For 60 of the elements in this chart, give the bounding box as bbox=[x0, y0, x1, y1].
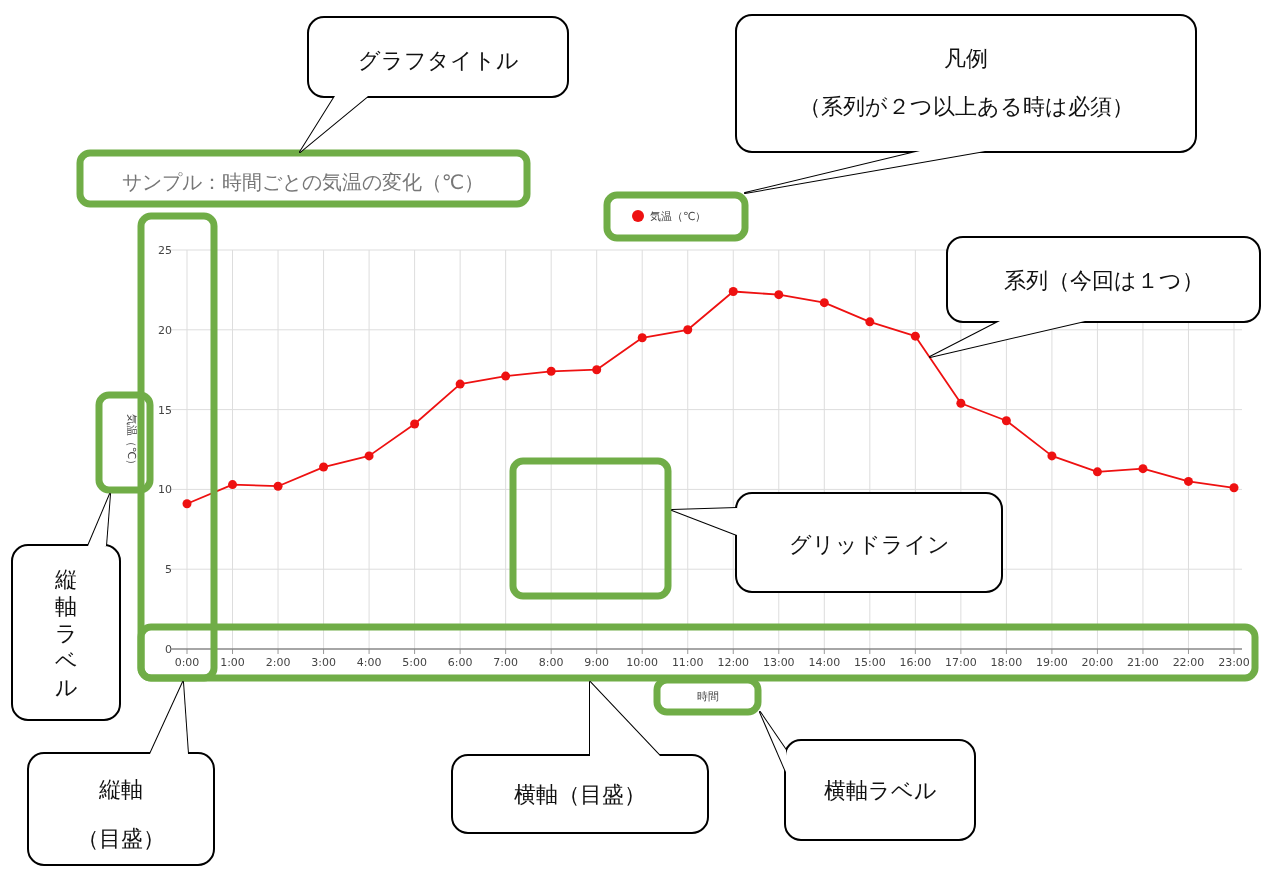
x-tick-label: 23:00 bbox=[1218, 656, 1250, 669]
y-tick-label: 0 bbox=[165, 643, 172, 656]
chart-title: サンプル：時間ごとの気温の変化（℃） bbox=[121, 170, 485, 194]
x-tick-label: 5:00 bbox=[402, 656, 427, 669]
point bbox=[1047, 451, 1057, 461]
x-tick-label: 22:00 bbox=[1172, 656, 1205, 669]
x-tick-label: 9:00 bbox=[584, 656, 610, 669]
x-axis-title: 時間 bbox=[697, 690, 719, 703]
point bbox=[182, 499, 192, 509]
x-tick-label: 3:00 bbox=[311, 656, 336, 669]
x-tick-label: 8:00 bbox=[538, 656, 564, 669]
point bbox=[546, 366, 556, 376]
x-tick-label: 12:00 bbox=[717, 656, 750, 669]
x-tick-label: 19:00 bbox=[1036, 656, 1068, 669]
y-tick-label: 10 bbox=[158, 483, 172, 497]
x-tick-label: 11:00 bbox=[671, 656, 704, 669]
point bbox=[455, 379, 465, 389]
point bbox=[364, 451, 374, 461]
x-tick-label: 15:00 bbox=[853, 656, 886, 669]
point bbox=[865, 317, 875, 327]
x-tick-label: 0:00 bbox=[174, 656, 200, 669]
x-tick-label: 7:00 bbox=[493, 656, 518, 669]
annotation: 系列（今回は１つ） bbox=[1003, 268, 1204, 293]
point bbox=[319, 462, 329, 472]
point bbox=[774, 290, 784, 300]
point bbox=[1001, 416, 1011, 426]
x-tick-label: 13:00 bbox=[762, 656, 795, 669]
x-tick-label: 2:00 bbox=[265, 656, 291, 669]
point bbox=[1138, 464, 1148, 474]
point bbox=[410, 419, 420, 429]
y-tick-label: 15 bbox=[158, 403, 172, 417]
annotation: グリッドライン bbox=[788, 532, 950, 557]
point bbox=[592, 365, 602, 375]
y-axis-title: 気温（℃） bbox=[125, 413, 138, 471]
x-tick-label: 21:00 bbox=[1127, 656, 1159, 669]
x-tick-label: 14:00 bbox=[808, 656, 841, 669]
y-tick-label: 25 bbox=[158, 244, 172, 257]
point bbox=[228, 480, 238, 490]
point bbox=[1229, 483, 1239, 493]
legend-label: 気温（℃） bbox=[650, 210, 707, 223]
x-tick-label: 6:00 bbox=[447, 656, 473, 669]
point bbox=[1092, 467, 1102, 477]
x-tick-label: 10:00 bbox=[626, 656, 659, 669]
x-tick-label: 17:00 bbox=[945, 656, 977, 669]
point bbox=[956, 398, 966, 408]
y-tick-label: 20 bbox=[158, 323, 172, 337]
point bbox=[1183, 476, 1193, 486]
point bbox=[683, 325, 693, 335]
x-tick-label: 4:00 bbox=[356, 656, 382, 669]
point bbox=[273, 481, 283, 491]
x-tick-label: 1:00 bbox=[220, 656, 245, 669]
x-tick-label: 18:00 bbox=[990, 656, 1023, 669]
x-tick-label: 16:00 bbox=[899, 656, 932, 669]
point bbox=[501, 371, 511, 381]
point bbox=[910, 331, 920, 341]
x-tick-label: 20:00 bbox=[1081, 656, 1114, 669]
point bbox=[728, 287, 738, 296]
y-tick-label: 5 bbox=[165, 563, 172, 577]
point bbox=[637, 333, 647, 343]
point bbox=[819, 298, 829, 308]
